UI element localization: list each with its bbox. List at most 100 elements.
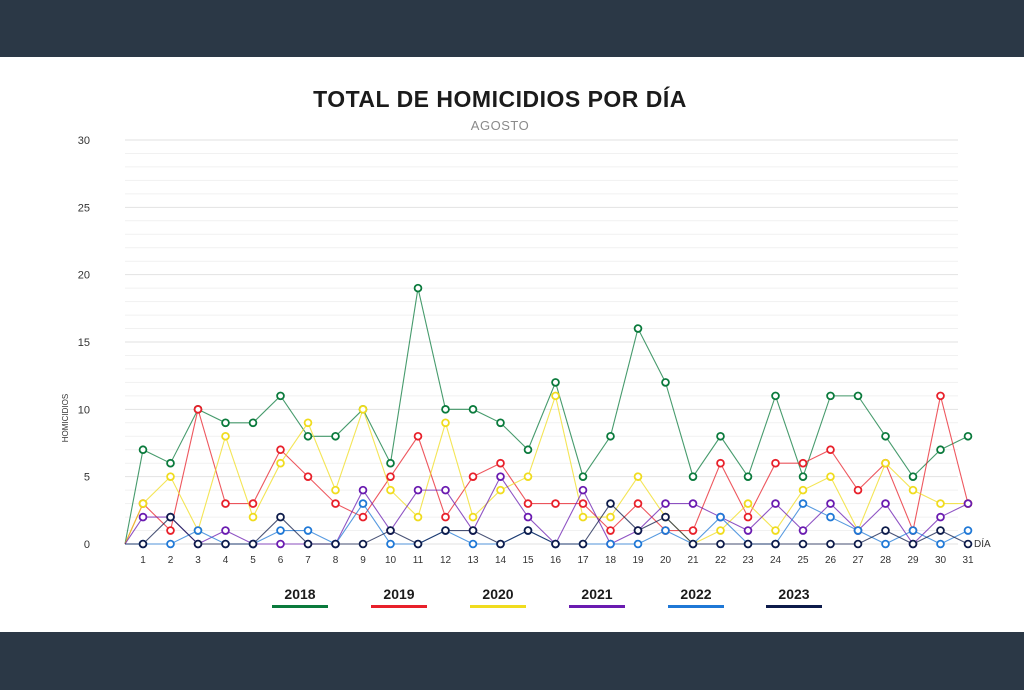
x-tick-label: 6 (278, 555, 284, 566)
data-point-2020 (798, 485, 808, 495)
data-point-2022 (826, 512, 835, 522)
data-point-2020 (303, 418, 313, 428)
legend-swatch (668, 605, 724, 608)
data-point-2023 (771, 539, 780, 549)
data-point-2022 (386, 539, 395, 549)
x-tick-label: 1 (140, 555, 146, 566)
data-point-2019 (606, 526, 615, 535)
data-point-2018 (523, 445, 533, 455)
chart-subtitle: AGOSTO (470, 118, 530, 133)
legend-swatch (470, 605, 526, 608)
legend-label: 2023 (778, 586, 810, 602)
data-point-2019 (441, 512, 450, 522)
data-point-2018 (166, 458, 175, 468)
data-point-2019 (633, 499, 643, 508)
data-point-2018 (963, 431, 973, 441)
data-point-2019 (248, 499, 258, 508)
data-point-2022 (661, 526, 670, 535)
y-tick-label: 0 (84, 539, 90, 551)
data-point-2021 (221, 526, 230, 535)
data-point-2022 (303, 526, 313, 535)
data-point-2018 (716, 431, 725, 441)
data-point-2019 (716, 458, 725, 468)
data-point-2020 (331, 485, 340, 495)
y-tick-label: 5 (84, 472, 90, 484)
data-point-2023 (413, 539, 423, 549)
data-point-2018 (303, 431, 313, 441)
data-point-2023 (936, 526, 945, 535)
data-point-2019 (523, 499, 533, 508)
data-point-2020 (881, 458, 890, 468)
x-tick-label: 20 (660, 555, 672, 566)
data-point-2018 (606, 431, 615, 441)
legend-swatch (371, 605, 427, 608)
data-point-2018 (908, 472, 918, 481)
x-tick-label: 26 (825, 555, 837, 566)
data-point-2023 (166, 512, 175, 522)
data-point-2020 (908, 485, 918, 495)
data-point-2019 (193, 405, 203, 414)
data-point-2022 (853, 526, 863, 535)
data-point-2018 (743, 472, 753, 481)
data-point-2022 (716, 512, 725, 522)
data-point-2023 (551, 539, 560, 549)
data-point-2023 (963, 539, 973, 549)
data-point-2019 (853, 485, 863, 495)
x-tick-label: 14 (495, 555, 507, 566)
data-point-2018 (771, 391, 780, 401)
data-point-2023 (633, 526, 643, 535)
data-point-2018 (551, 378, 560, 387)
series-line-2018 (124, 288, 969, 545)
data-point-2023 (606, 499, 615, 508)
data-point-2022 (606, 539, 615, 549)
data-point-2018 (936, 445, 945, 455)
x-tick-label: 29 (907, 555, 919, 566)
data-point-2018 (221, 418, 230, 428)
x-tick-label: 28 (880, 555, 892, 566)
data-point-2023 (441, 526, 450, 535)
legend-label: 2021 (581, 586, 613, 602)
data-point-2019 (413, 431, 423, 441)
x-tick-label: 16 (550, 555, 562, 566)
data-point-2022 (166, 539, 175, 549)
data-point-2020 (716, 526, 725, 535)
data-point-2021 (688, 499, 698, 508)
x-tick-label: 2 (168, 555, 174, 566)
legend-label: 2020 (482, 586, 514, 602)
data-point-2023 (523, 526, 533, 535)
data-point-2020 (743, 499, 753, 508)
data-point-2021 (963, 499, 973, 508)
data-point-2023 (248, 539, 258, 549)
data-point-2021 (441, 485, 450, 495)
data-point-2020 (166, 472, 175, 481)
data-point-2020 (523, 472, 533, 481)
data-point-2018 (826, 391, 835, 401)
data-point-2023 (221, 539, 230, 549)
data-point-2020 (606, 512, 615, 522)
data-point-2019 (303, 472, 313, 481)
data-point-2021 (276, 539, 285, 549)
data-point-2018 (881, 431, 890, 441)
data-point-2019 (496, 458, 505, 468)
y-tick-label: 30 (78, 135, 90, 147)
data-point-2019 (798, 458, 808, 468)
data-point-2020 (386, 485, 395, 495)
data-point-2019 (358, 512, 368, 522)
data-point-2023 (578, 539, 588, 549)
y-tick-label: 20 (78, 270, 90, 282)
x-tick-label: 21 (687, 555, 699, 566)
data-point-2020 (771, 526, 780, 535)
data-point-2022 (276, 526, 285, 535)
data-point-2022 (963, 526, 973, 535)
x-tick-label: 22 (715, 555, 727, 566)
data-point-2018 (331, 431, 340, 441)
legend-swatch (766, 605, 822, 608)
data-point-2020 (496, 485, 505, 495)
x-tick-label: 8 (333, 555, 339, 566)
x-tick-label: 15 (522, 555, 534, 566)
legend-label: 2018 (284, 586, 316, 602)
data-point-2019 (771, 458, 780, 468)
data-point-2023 (798, 539, 808, 549)
data-point-2021 (523, 512, 533, 522)
data-point-2019 (743, 512, 753, 522)
